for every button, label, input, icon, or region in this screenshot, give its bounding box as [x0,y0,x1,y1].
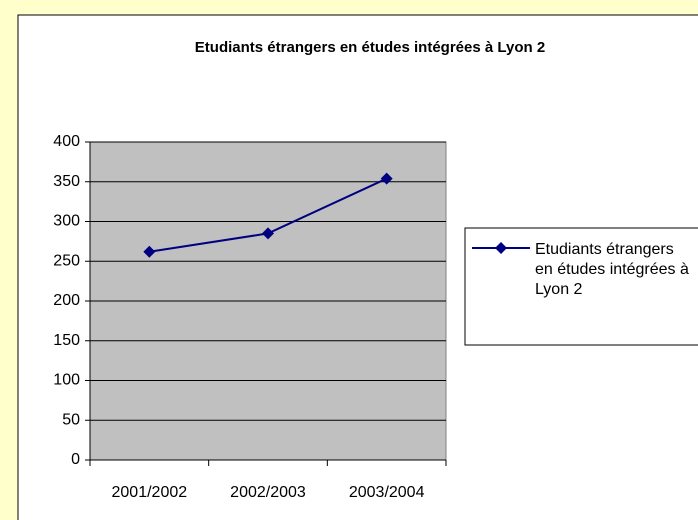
y-tick-label: 150 [53,332,80,349]
y-tick-label: 350 [53,173,80,190]
marker [143,245,156,258]
chart-title: Etudiants étrangers en études intégrées … [195,39,545,56]
y-tick-label: 200 [53,292,80,309]
y-tick-label: 300 [53,213,80,230]
x-tick-label: 2003/2004 [349,484,425,501]
y-tick-label: 250 [53,252,80,269]
legend-marker [495,242,507,254]
x-tick-label: 2001/2002 [112,484,188,501]
y-tick-label: 100 [53,372,80,389]
y-tick-label: 400 [53,133,80,150]
y-tick-label: 50 [62,411,80,428]
y-tick-label: 0 [71,451,80,468]
marker [380,172,393,185]
marker [262,227,274,240]
legend-label: Etudiants étrangers en études intégrées … [535,241,689,298]
x-tick-label: 2002/2003 [230,484,306,501]
